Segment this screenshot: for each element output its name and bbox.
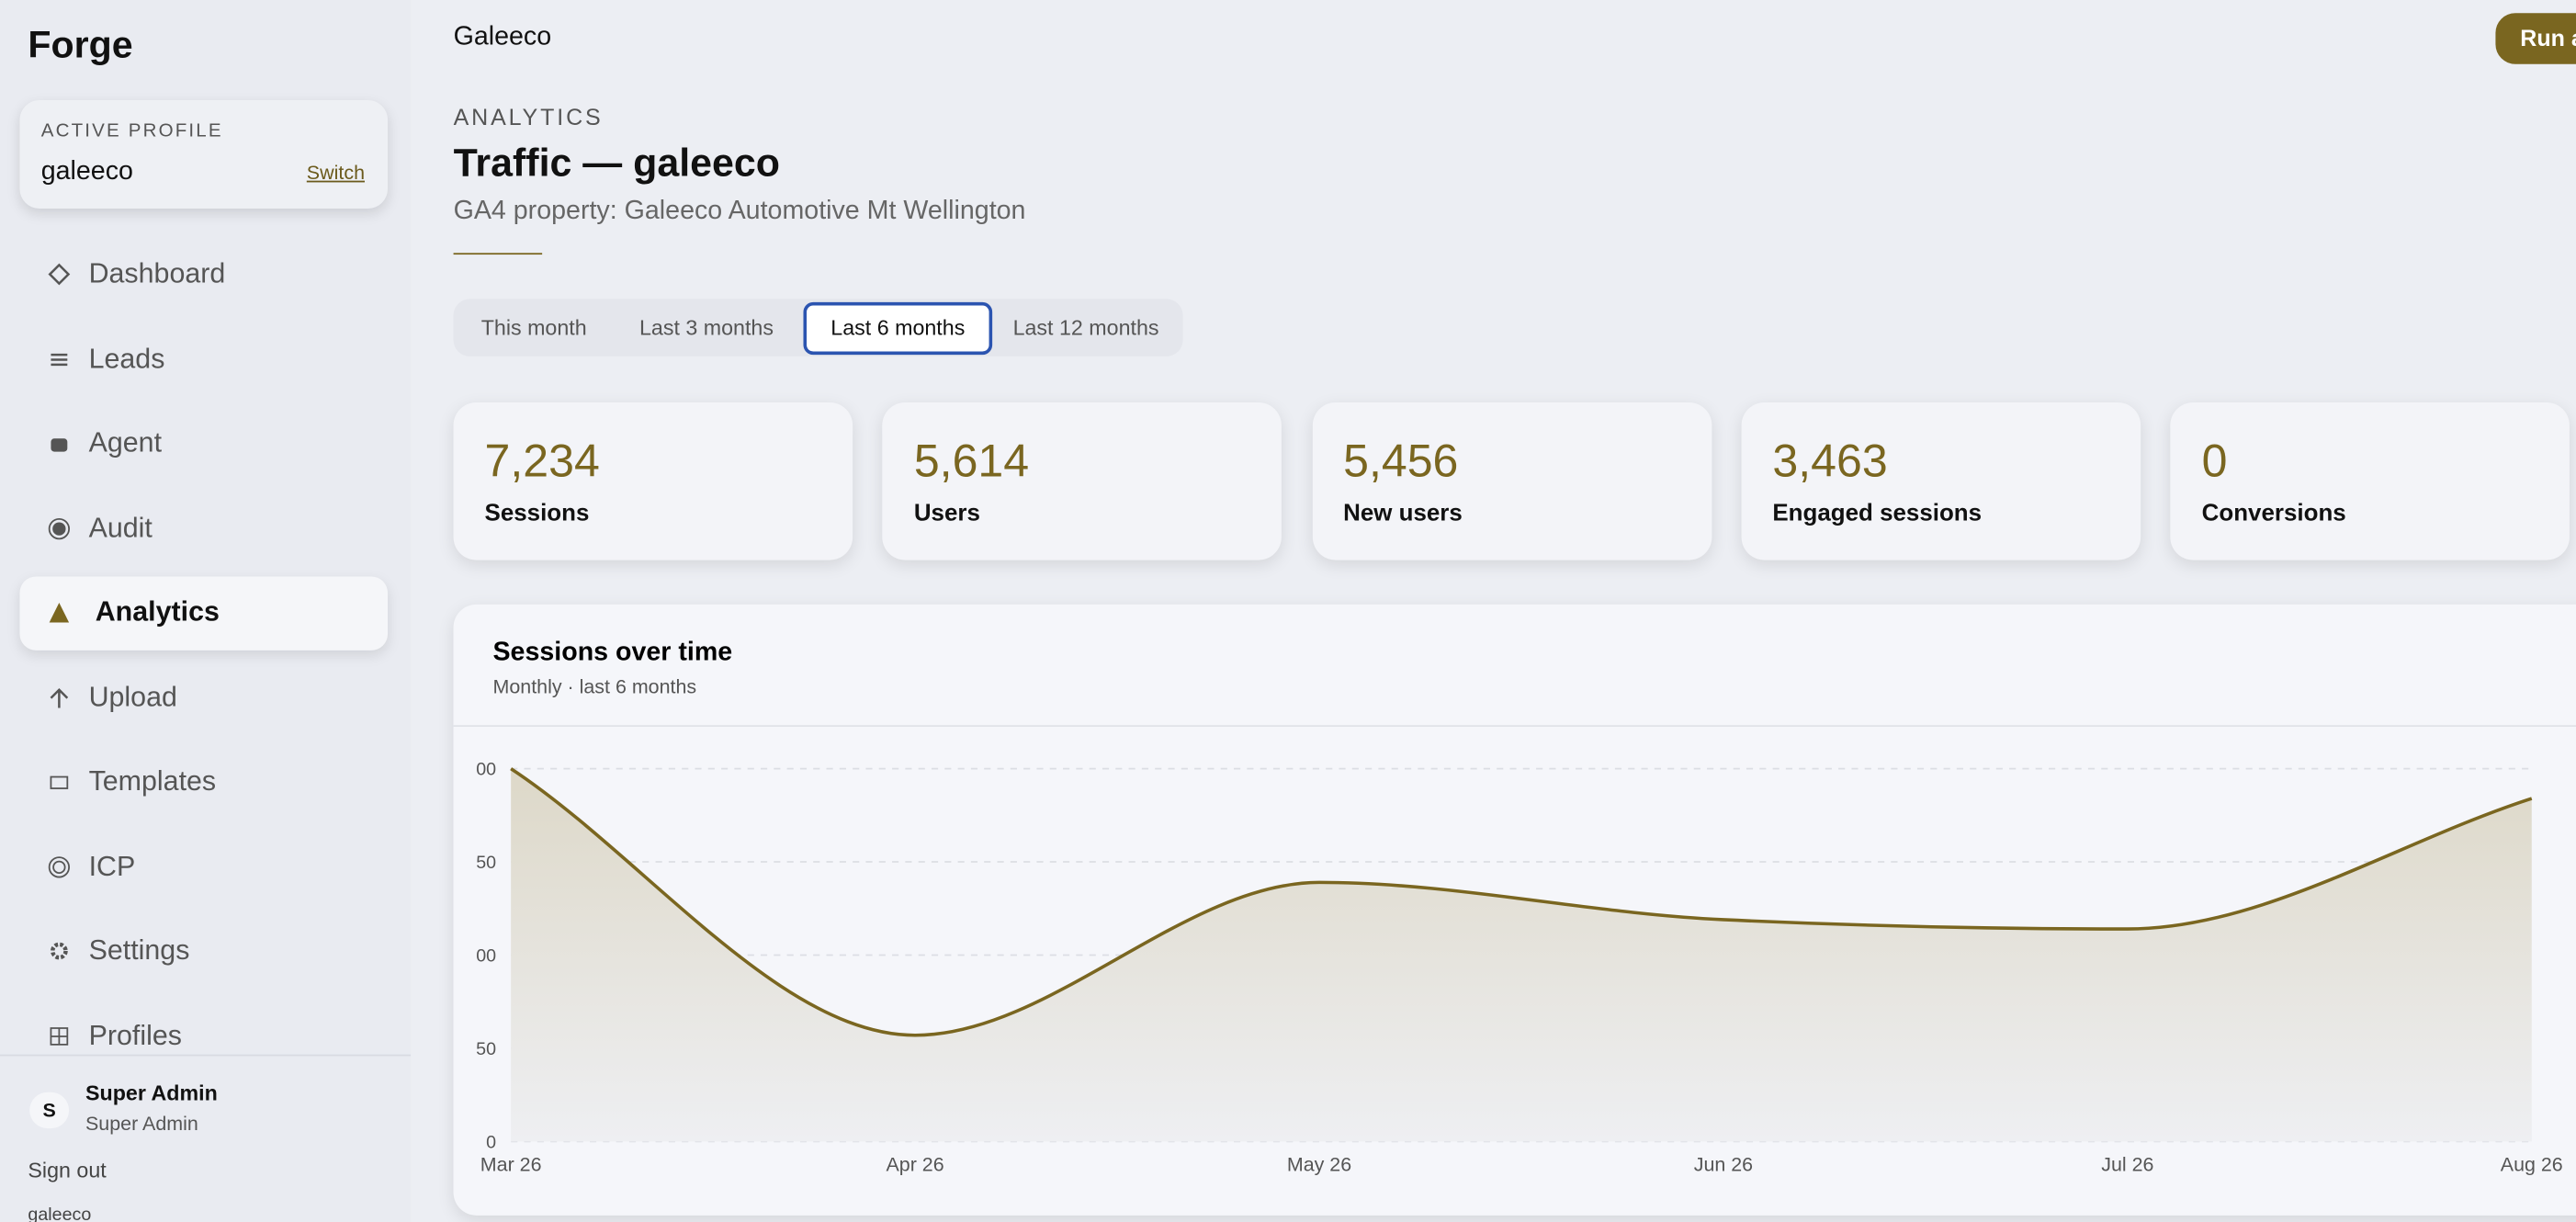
nav-icon bbox=[50, 1026, 69, 1045]
nav-item[interactable]: Agent bbox=[19, 407, 388, 481]
user-name: Super Admin bbox=[85, 1081, 218, 1106]
kpi-card: 7,234 Sessions bbox=[453, 402, 853, 560]
kpi-label: Conversions bbox=[2201, 501, 2346, 527]
nav-icon bbox=[48, 517, 71, 539]
sign-out[interactable]: Sign out bbox=[28, 1158, 107, 1183]
chart-subtitle: Monthly · last 6 months bbox=[492, 675, 696, 697]
nav-item[interactable]: Upload bbox=[19, 662, 388, 735]
nav-icon bbox=[49, 603, 70, 623]
tab[interactable]: Last 6 months bbox=[803, 301, 993, 356]
nav-item[interactable]: Audit bbox=[19, 492, 388, 565]
nav-label: Dashboard bbox=[88, 257, 226, 289]
nav-label: Upload bbox=[88, 680, 177, 712]
nav-icon bbox=[51, 352, 68, 366]
switch-link[interactable]: Switch bbox=[306, 161, 366, 185]
topbar-title: Galeeco bbox=[453, 23, 552, 51]
nav-item[interactable]: Analytics bbox=[19, 576, 389, 651]
nav-icon bbox=[50, 687, 69, 707]
nav-item[interactable]: Templates bbox=[19, 746, 388, 820]
profile-box: ACTIVE PROFILE galeeco Switch bbox=[19, 100, 389, 209]
kpi-value: 5,456 bbox=[1343, 435, 1459, 487]
y-tick-label: 50 bbox=[476, 1039, 496, 1059]
y-tick-label: 150 bbox=[466, 853, 496, 873]
area bbox=[511, 768, 2532, 1142]
nav-item[interactable]: Profiles bbox=[19, 1000, 388, 1073]
x-tick-label: Jul 26 bbox=[2101, 1154, 2153, 1176]
nav-label: Leads bbox=[88, 342, 165, 374]
kpi-label: Engaged sessions bbox=[1772, 501, 1983, 527]
nav-label: Audit bbox=[88, 511, 153, 543]
nav-label: Templates bbox=[88, 765, 217, 797]
page-subtitle: GA4 property: Galeeco Automotive Mt Well… bbox=[453, 197, 1026, 225]
profile-name: galeeco bbox=[40, 157, 133, 186]
nav-label: Analytics bbox=[95, 595, 220, 628]
y-tick-label: 100 bbox=[466, 946, 496, 967]
nav-label: ICP bbox=[88, 850, 136, 882]
divider bbox=[0, 1054, 412, 1057]
nav-label: Settings bbox=[88, 934, 190, 967]
line bbox=[510, 767, 2533, 1037]
x-tick-label: Mar 26 bbox=[480, 1154, 542, 1176]
kpi-value: 3,463 bbox=[1772, 435, 1888, 487]
kpi-label: New users bbox=[1343, 501, 1463, 527]
kpi-value: 7,234 bbox=[484, 435, 600, 487]
user-role: Super Admin bbox=[85, 1112, 198, 1136]
nav-item[interactable]: Dashboard bbox=[19, 238, 388, 311]
profile-label: ACTIVE PROFILE bbox=[40, 121, 223, 141]
tab[interactable]: Last 12 months bbox=[1012, 315, 1159, 341]
nav-icon bbox=[51, 438, 68, 452]
sidebar: Forge ACTIVE PROFILE galeeco Switch S Su… bbox=[0, 0, 412, 1222]
chart: Sessions over time Monthly · last 6 mont… bbox=[453, 638, 2576, 1176]
kpi-value: 5,614 bbox=[913, 435, 1030, 487]
tab[interactable]: This month bbox=[480, 315, 587, 341]
kpi-value: 0 bbox=[2201, 435, 2228, 487]
nav-icon bbox=[48, 855, 71, 877]
nav-item[interactable]: Leads bbox=[19, 322, 388, 396]
avatar: S bbox=[29, 1092, 70, 1129]
nav-label: Profiles bbox=[88, 1019, 182, 1051]
kpi-card: 5,456 New users bbox=[1312, 402, 1712, 560]
page-title: Traffic — galeeco bbox=[453, 141, 780, 186]
x-tick-label: Jun 26 bbox=[1694, 1154, 1753, 1176]
nav-item[interactable]: ICP bbox=[19, 831, 388, 904]
x-tick-label: May 26 bbox=[1287, 1154, 1351, 1176]
chart-title: Sessions over time bbox=[492, 638, 732, 667]
footer-profile: galeeco bbox=[28, 1205, 92, 1222]
nav-label: Agent bbox=[88, 426, 163, 458]
y-tick-label: 200 bbox=[466, 760, 496, 780]
chart-card: Sessions over time Monthly · last 6 mont… bbox=[453, 604, 2576, 1216]
accent-rule bbox=[453, 253, 543, 255]
nav-icon bbox=[48, 263, 71, 286]
run-button[interactable]: Run audit bbox=[2495, 13, 2576, 64]
nav-icon bbox=[50, 942, 68, 960]
kpi-card: 5,614 Users bbox=[882, 402, 1282, 560]
tab[interactable]: Last 3 months bbox=[638, 315, 774, 341]
kpi-label: Users bbox=[913, 501, 980, 527]
brand: Forge bbox=[28, 23, 133, 66]
x-tick-label: Apr 26 bbox=[886, 1154, 943, 1176]
kpi-card: 0 Conversions bbox=[2170, 402, 2570, 560]
x-tick-label: Aug 26 bbox=[2501, 1154, 2563, 1176]
nav-icon bbox=[50, 775, 69, 789]
nav-item[interactable]: Settings bbox=[19, 915, 388, 989]
kpi-label: Sessions bbox=[484, 501, 590, 527]
kpi-card: 3,463 Engaged sessions bbox=[1741, 402, 2141, 560]
y-tick-label: 0 bbox=[486, 1133, 496, 1153]
eyebrow: ANALYTICS bbox=[453, 103, 604, 130]
